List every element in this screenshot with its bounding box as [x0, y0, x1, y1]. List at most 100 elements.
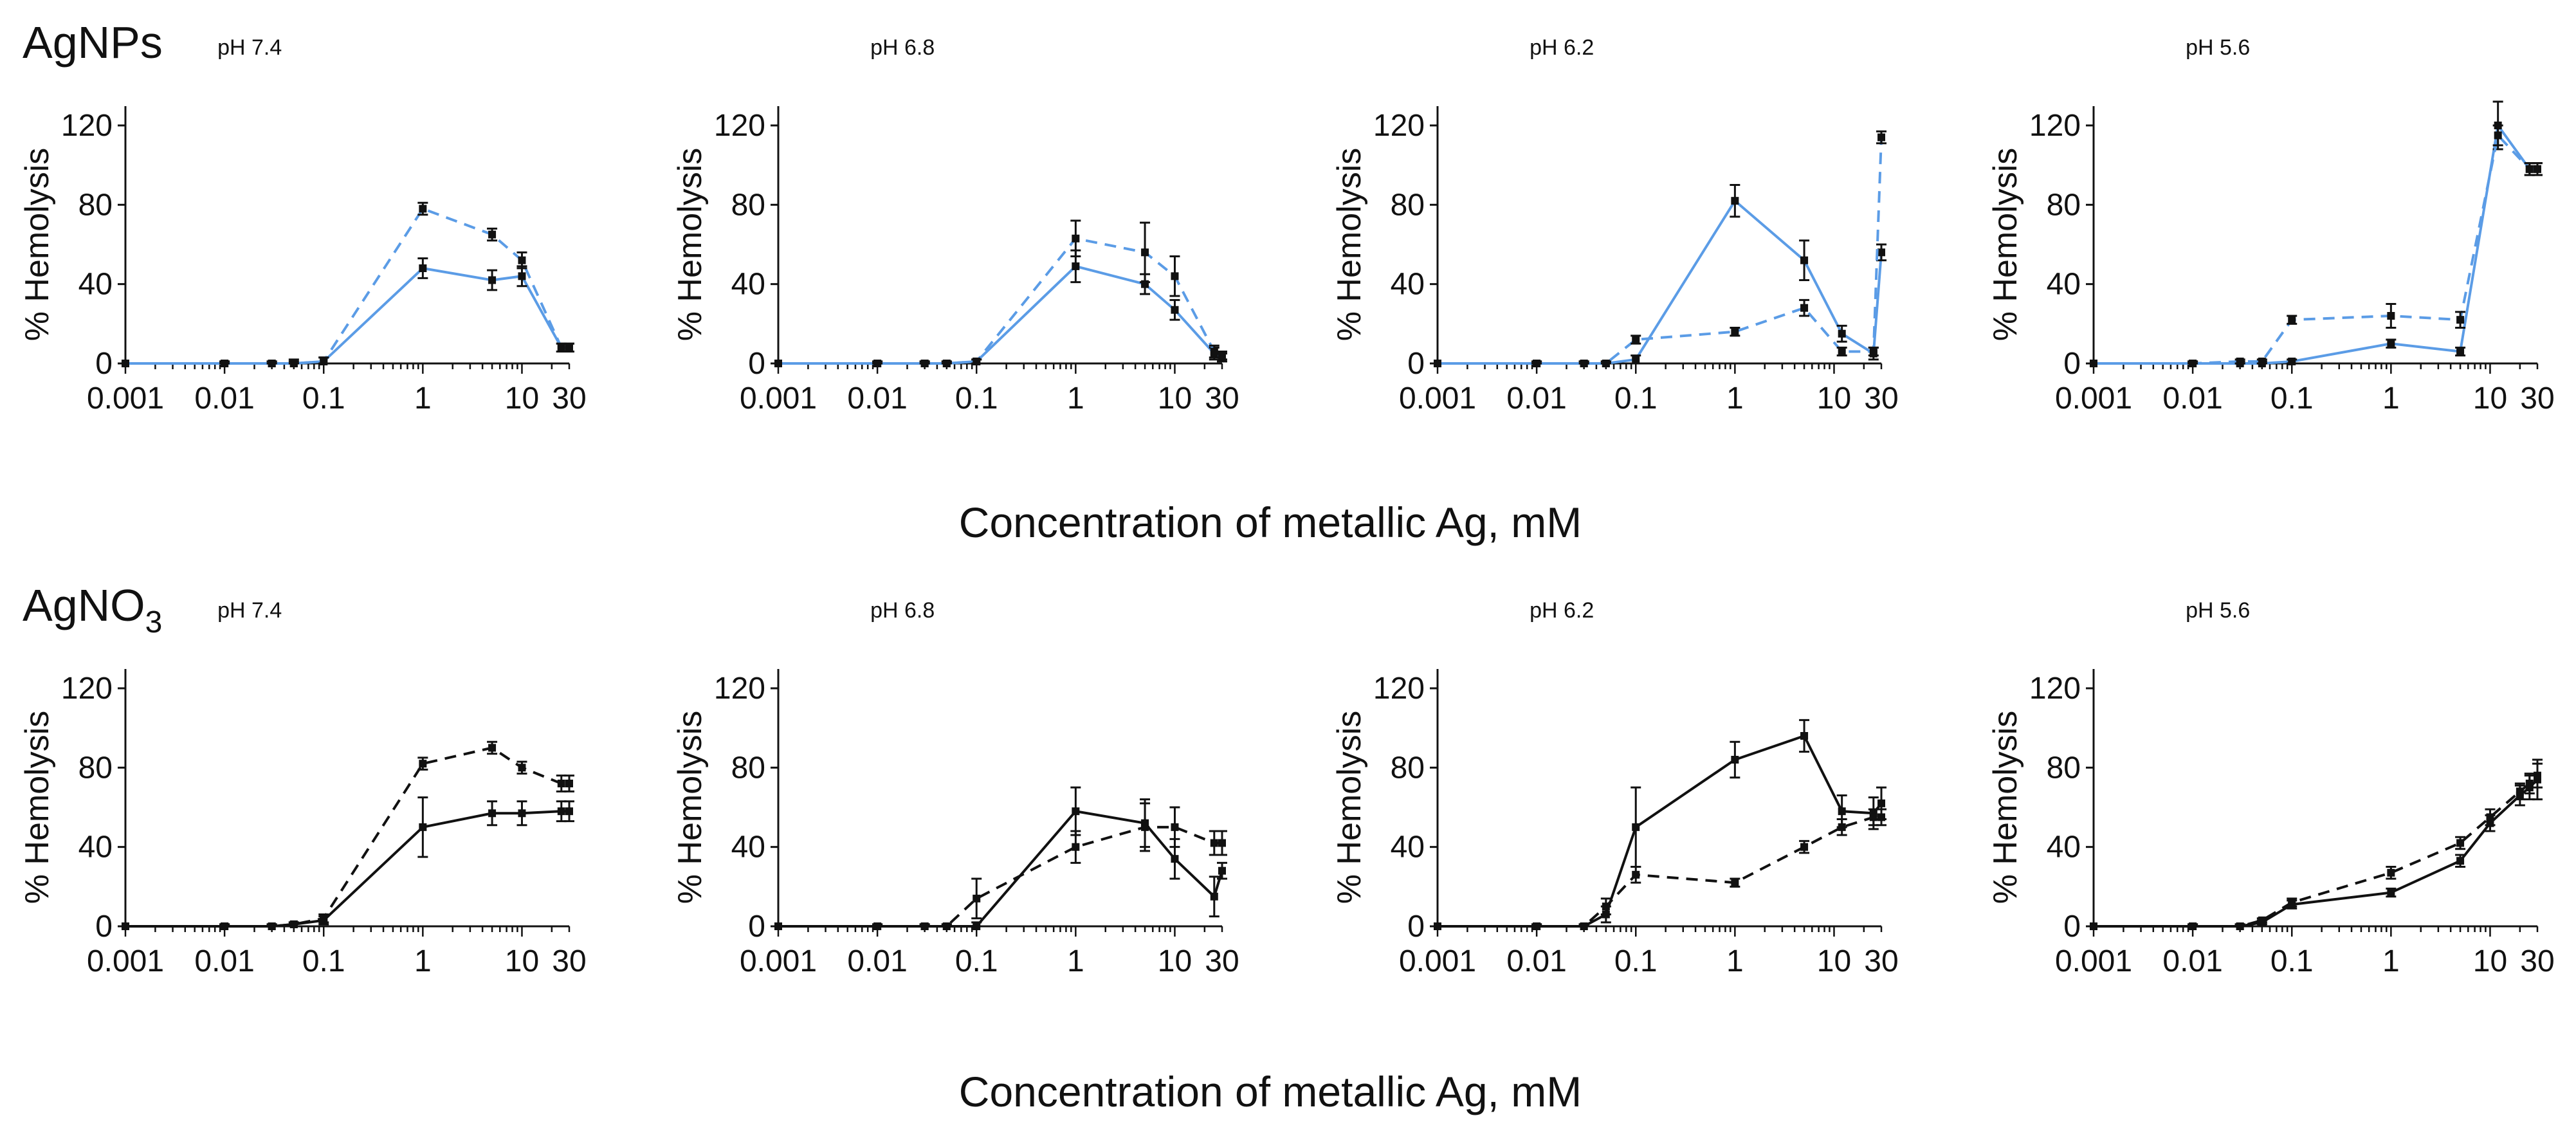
- data-point: [2387, 340, 2395, 348]
- data-point: [488, 230, 497, 239]
- data-point: [2236, 922, 2244, 930]
- x-tick-label: 1: [414, 381, 432, 416]
- x-tick-label: 0.01: [194, 381, 254, 416]
- panel-title: pH 7.4: [217, 35, 282, 60]
- y-axis-label: % Hemolysis: [671, 711, 709, 904]
- x-tick-label: 1: [1067, 381, 1084, 416]
- data-point: [2090, 360, 2097, 367]
- data-point: [2387, 868, 2395, 877]
- x-tick-label: 0.1: [955, 381, 998, 416]
- data-point: [2516, 787, 2524, 796]
- chart-panel-agnps-2: pH 6.8 % Hemolysis 0 40 80 120 0.001 0.01 0.1 1 10…: [671, 35, 1239, 416]
- x-tick-label: 0.001: [740, 381, 817, 416]
- x-tick-label: 30: [2520, 944, 2554, 978]
- data-point: [973, 894, 981, 903]
- data-point: [289, 920, 298, 928]
- chart-panel-agno3-4: pH 5.6 % Hemolysis 0 40 80 120 0.001 0.01 0.1 1 10…: [1987, 598, 2555, 978]
- data-point: [2387, 312, 2395, 320]
- chart-panel-agnps-1: pH 7.4 % Hemolysis 0 40 80 120 0.001 0.01 0.1 1 10…: [19, 35, 587, 416]
- series-line-dashed: [778, 237, 1223, 365]
- series-line-dashed: [778, 825, 1222, 928]
- x-tick-label: 0.1: [1614, 944, 1658, 978]
- data-point: [1731, 879, 1739, 887]
- data-point: [1602, 360, 1610, 367]
- data-point: [1171, 855, 1179, 863]
- data-point: [1218, 839, 1226, 847]
- y-axis-label: % Hemolysis: [1331, 148, 1368, 342]
- x-tick-label: 10: [1817, 381, 1851, 416]
- x-tick-label: 10: [2473, 381, 2507, 416]
- x-tick-label: 0.1: [302, 381, 345, 416]
- data-point: [1800, 843, 1809, 851]
- data-point: [320, 357, 328, 365]
- y-tick-label: 40: [78, 830, 113, 865]
- data-point: [1731, 327, 1739, 336]
- y-tick-label: 120: [61, 672, 113, 706]
- y-tick-label: 40: [2047, 268, 2081, 302]
- row-xlabel-agnps: Concentration of metallic Ag, mM: [959, 499, 1582, 546]
- data-point: [268, 360, 276, 367]
- y-tick-label: 80: [2047, 188, 2081, 222]
- data-point: [1838, 807, 1846, 816]
- x-tick-label: 0.01: [1506, 381, 1566, 416]
- data-point: [1731, 756, 1739, 764]
- data-point: [122, 922, 129, 930]
- data-point: [2525, 165, 2534, 173]
- data-point: [488, 809, 497, 818]
- y-tick-label: 0: [95, 347, 113, 381]
- data-point: [942, 922, 951, 930]
- x-tick-label: 1: [1726, 381, 1744, 416]
- x-tick-label: 30: [1864, 944, 1898, 978]
- data-point: [873, 922, 882, 930]
- data-point: [2534, 165, 2541, 173]
- data-point: [419, 823, 427, 831]
- data-point: [2258, 357, 2266, 365]
- x-tick-label: 30: [1864, 381, 1898, 416]
- data-point: [2534, 771, 2541, 780]
- data-point: [320, 914, 328, 922]
- data-point: [565, 780, 573, 787]
- y-axis-label: % Hemolysis: [1331, 711, 1368, 904]
- panel-title: pH 7.4: [217, 598, 282, 623]
- data-point: [2525, 780, 2534, 787]
- series-line-solid: [2094, 778, 2539, 928]
- data-point: [1171, 272, 1179, 280]
- y-tick-label: 40: [1391, 268, 1425, 302]
- data-point: [1141, 248, 1149, 257]
- y-tick-label: 0: [2063, 347, 2081, 381]
- series-line-solid: [778, 264, 1223, 365]
- x-tick-label: 0.001: [2055, 944, 2132, 978]
- data-point: [1800, 304, 1809, 312]
- data-point: [1171, 823, 1179, 831]
- chart-panel-agno3-1: pH 7.4 % Hemolysis 0 40 80 120 0.001 0.01 0.1 1 10…: [19, 598, 587, 978]
- data-point: [1877, 133, 1885, 142]
- x-tick-label: 0.01: [1506, 944, 1566, 978]
- data-point: [1632, 870, 1640, 879]
- series-line-dashed: [2094, 774, 2539, 928]
- x-tick-label: 0.001: [1399, 944, 1476, 978]
- x-tick-label: 0.01: [2162, 944, 2222, 978]
- y-tick-label: 80: [1391, 751, 1425, 785]
- data-point: [1838, 823, 1846, 831]
- data-point: [2387, 888, 2395, 897]
- data-point: [557, 344, 565, 352]
- chart-panel-agno3-3: pH 6.2 % Hemolysis 0 40 80 120 0.001 0.01 0.1 1 10…: [1331, 598, 1899, 978]
- data-point: [419, 264, 427, 272]
- data-point: [2288, 316, 2296, 324]
- x-tick-label: 1: [1067, 944, 1084, 978]
- series-line-dashed: [2094, 133, 2537, 365]
- data-point: [1602, 903, 1610, 911]
- x-tick-label: 10: [1158, 381, 1192, 416]
- x-tick-label: 0.001: [87, 381, 164, 416]
- x-tick-label: 0.001: [1399, 381, 1476, 416]
- series-line-solid: [1438, 199, 1883, 365]
- panel-title: pH 6.2: [1530, 598, 1594, 623]
- data-point: [873, 360, 882, 367]
- data-point: [2494, 131, 2502, 140]
- data-point: [2189, 922, 2197, 930]
- panel-title: pH 5.6: [2186, 35, 2250, 60]
- x-tick-label: 1: [414, 944, 432, 978]
- data-point: [1171, 306, 1179, 314]
- panel-title: pH 5.6: [2186, 598, 2250, 623]
